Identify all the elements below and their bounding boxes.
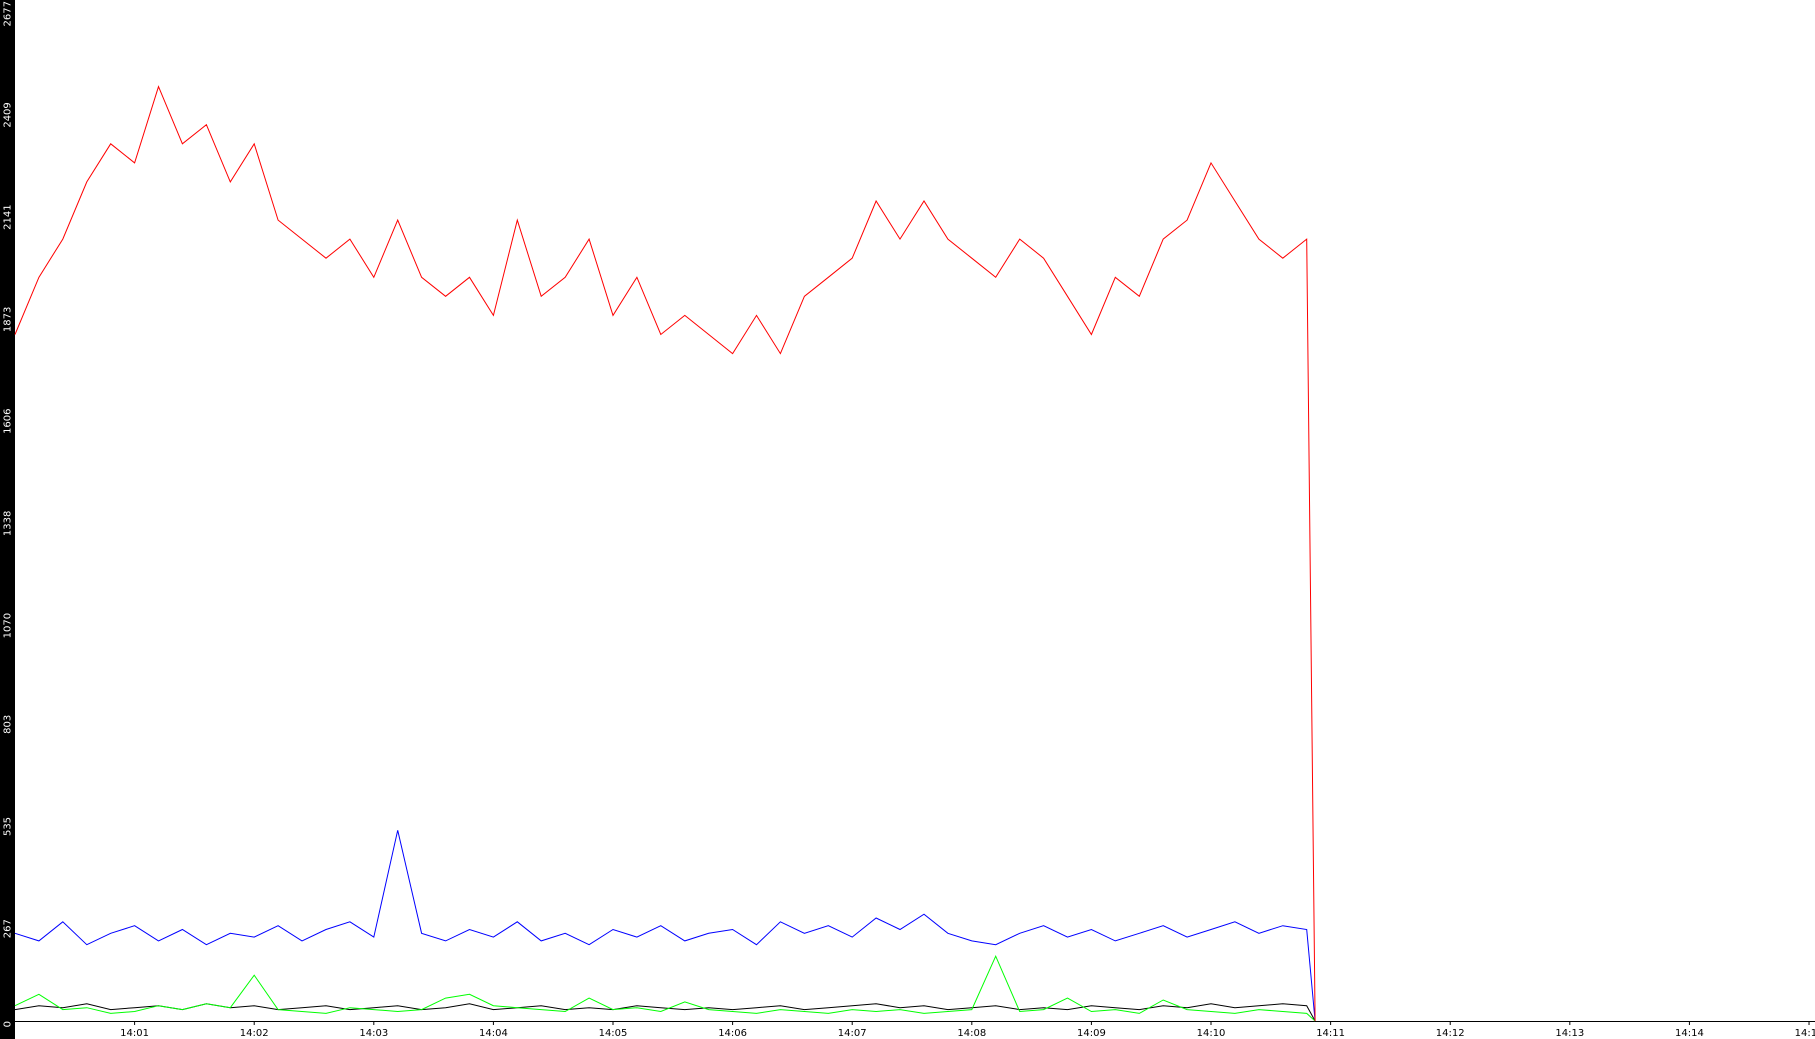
y-tick-label: 1070 bbox=[3, 613, 14, 638]
x-tick-label: 14:13 bbox=[1555, 1028, 1584, 1039]
series-line bbox=[14, 954, 1316, 1022]
y-tick-label: 803 bbox=[3, 715, 14, 734]
y-tick-label: 535 bbox=[3, 817, 14, 836]
y-axis-bar bbox=[0, 0, 15, 1039]
series-line bbox=[14, 85, 1316, 1022]
x-tick-label: 14:11 bbox=[1316, 1028, 1345, 1039]
x-tick-label: 14:08 bbox=[957, 1028, 986, 1039]
series-line bbox=[14, 1003, 1316, 1022]
x-tick-label: 14:05 bbox=[599, 1028, 628, 1039]
y-tick-label: 1338 bbox=[3, 511, 14, 536]
x-tick-label: 14:09 bbox=[1077, 1028, 1106, 1039]
x-tick-label: 14:04 bbox=[479, 1028, 508, 1039]
y-tick-label: 2677 bbox=[3, 1, 14, 26]
x-tick-label: 14:07 bbox=[838, 1028, 867, 1039]
x-tick-label: 14:02 bbox=[240, 1028, 269, 1039]
x-tick-label: 14:14 bbox=[1675, 1028, 1704, 1039]
x-tick-label: 14:03 bbox=[359, 1028, 388, 1039]
series-line bbox=[14, 830, 1316, 1022]
y-tick-label: 0 bbox=[3, 1021, 14, 1027]
x-tick-label: 14:01 bbox=[120, 1028, 149, 1039]
y-tick-label: 2141 bbox=[3, 204, 14, 229]
y-tick-label: 1873 bbox=[3, 307, 14, 332]
x-tick-label: 14:15 bbox=[1795, 1028, 1815, 1039]
y-tick-label: 1606 bbox=[3, 408, 14, 433]
x-tick-label: 14:06 bbox=[718, 1028, 747, 1039]
x-tick-label: 14:12 bbox=[1436, 1028, 1465, 1039]
y-tick-label: 267 bbox=[3, 919, 14, 938]
x-tick-label: 14:10 bbox=[1197, 1028, 1226, 1039]
y-tick-label: 2409 bbox=[3, 102, 14, 127]
